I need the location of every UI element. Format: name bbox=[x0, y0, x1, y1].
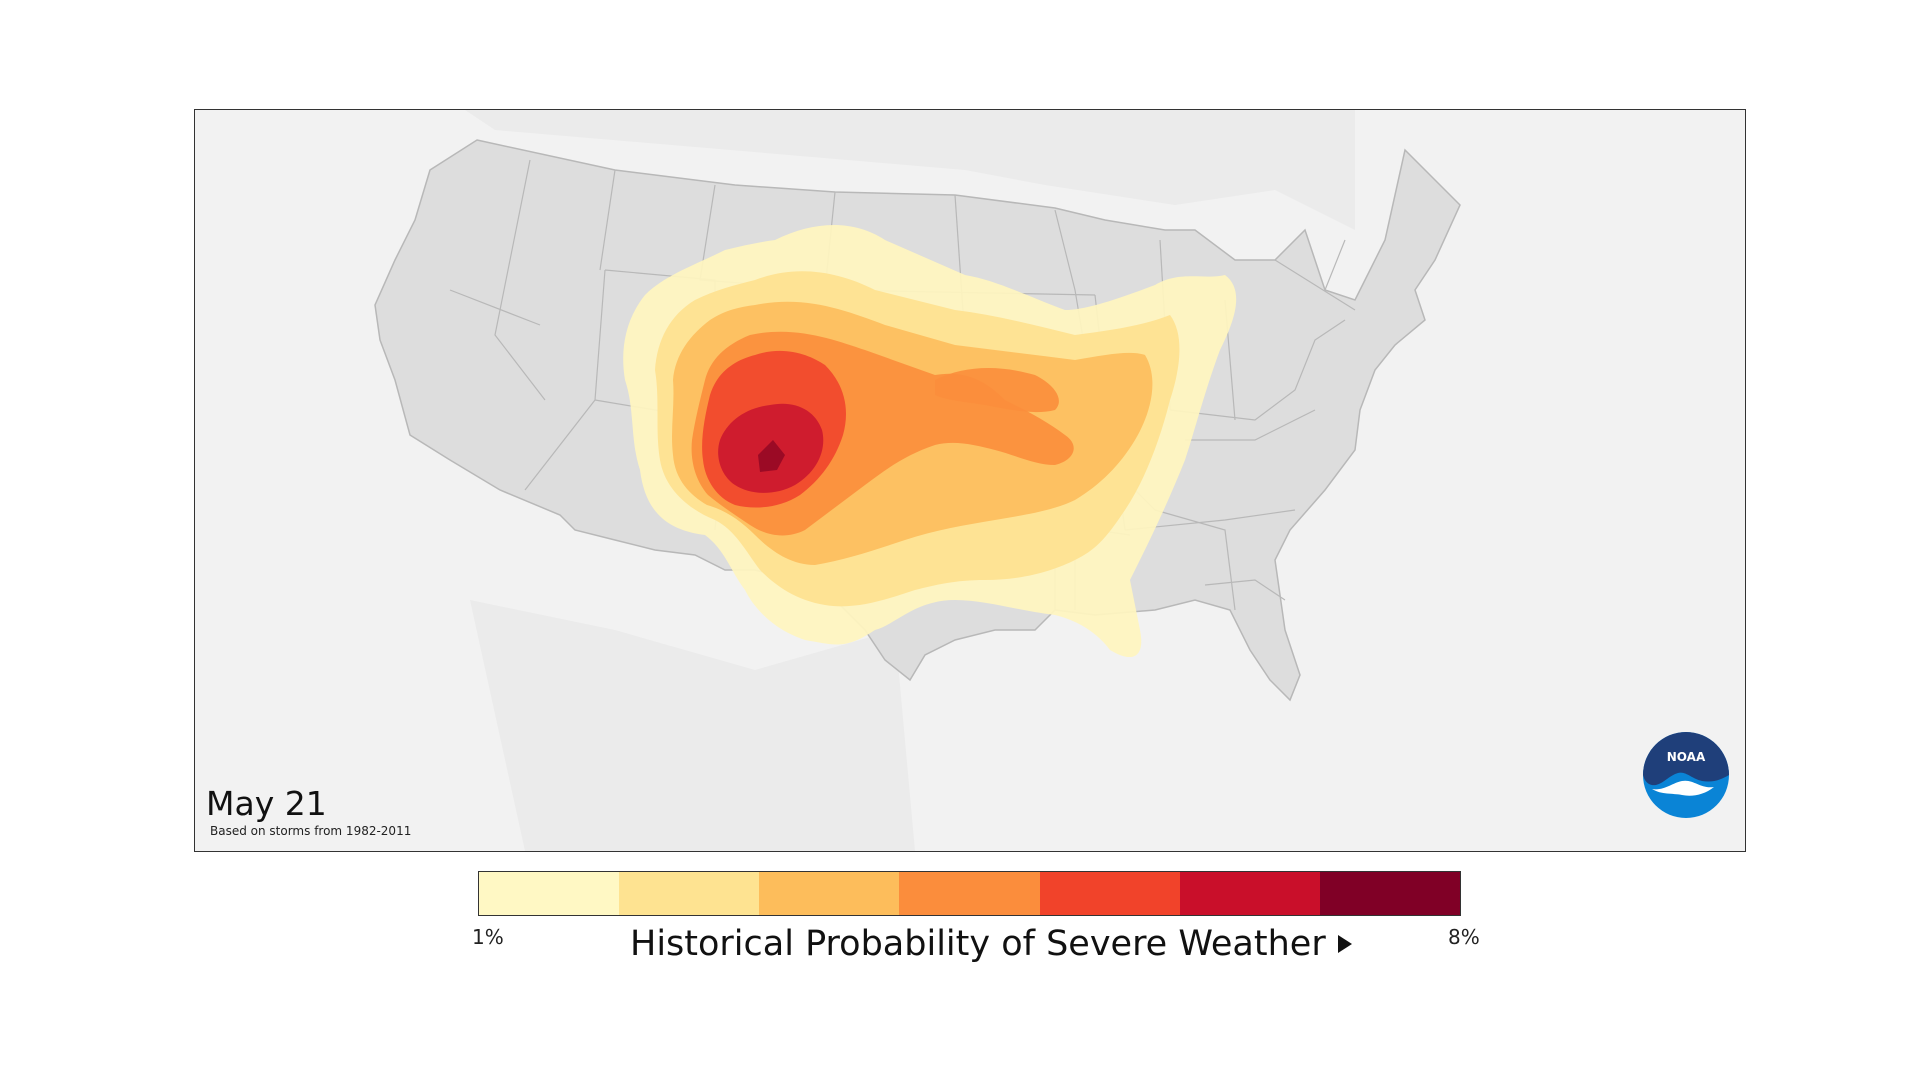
legend-color-bar bbox=[478, 871, 1461, 916]
probability-contours bbox=[623, 225, 1237, 658]
contour-level-4b bbox=[935, 368, 1059, 413]
legend-max-label: 8% bbox=[1448, 925, 1480, 949]
severe-weather-map bbox=[374, 110, 1461, 851]
map-frame: May 21 Based on storms from 1982-2011 NO… bbox=[194, 109, 1746, 852]
legend-swatch-1 bbox=[479, 872, 620, 915]
legend-swatch-6 bbox=[1179, 872, 1320, 915]
noaa-logo-text: NOAA bbox=[1667, 750, 1706, 764]
canada-land bbox=[465, 110, 1355, 230]
noaa-logo: NOAA bbox=[1643, 732, 1729, 818]
legend-swatch-4 bbox=[899, 872, 1040, 915]
play-arrow-icon[interactable] bbox=[1337, 935, 1352, 953]
legend-swatch-7 bbox=[1319, 872, 1460, 915]
legend-swatch-5 bbox=[1039, 872, 1180, 915]
date-label: May 21 bbox=[206, 784, 327, 823]
legend-title[interactable]: Historical Probability of Severe Weather bbox=[630, 924, 1352, 964]
contour-level-7 bbox=[758, 440, 785, 472]
legend-min-label: 1% bbox=[472, 925, 504, 949]
legend-swatch-2 bbox=[619, 872, 760, 915]
legend-swatch-3 bbox=[759, 872, 900, 915]
mexico-land bbox=[470, 600, 915, 851]
legend-title-text: Historical Probability of Severe Weather bbox=[630, 924, 1326, 964]
subtitle-text: Based on storms from 1982-2011 bbox=[210, 824, 412, 838]
